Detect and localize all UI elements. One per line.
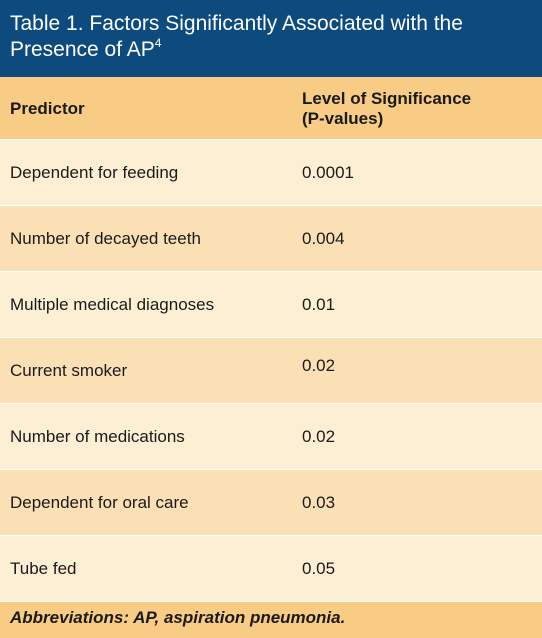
row-predictor: Number of medications (10, 426, 185, 446)
table-row: Dependent for feeding 0.0001 (0, 139, 542, 205)
table-row: Dependent for oral care 0.03 (0, 469, 542, 535)
row-p-value: 0.02 (302, 356, 336, 375)
row-predictor: Multiple medical diagnoses (10, 294, 215, 314)
table-footnote: Abbreviations: AP, aspiration pneumonia. (0, 601, 542, 638)
table-title: Table 1. Factors Significantly Associate… (0, 0, 542, 77)
row-p-value: 0.0001 (302, 162, 354, 182)
table-row: Current smoker 0.02 (0, 337, 542, 403)
row-p-value: 0.03 (302, 492, 336, 512)
header-significance-line2: (P-values) (302, 109, 384, 128)
row-p-value: 0.02 (302, 426, 336, 446)
table-title-text: Table 1. Factors Significantly Associate… (10, 12, 463, 61)
row-p-value: 0.05 (302, 558, 336, 578)
table-row: Number of medications 0.02 (0, 403, 542, 469)
table-row: Tube fed 0.05 (0, 535, 542, 601)
row-p-value: 0.01 (302, 294, 336, 314)
table-row: Number of decayed teeth 0.004 (0, 205, 542, 271)
row-p-value: 0.004 (302, 228, 345, 248)
header-significance-line1: Level of Significance (302, 89, 472, 108)
row-predictor: Dependent for feeding (10, 162, 179, 182)
header-predictor: Predictor (10, 99, 85, 118)
row-predictor: Dependent for oral care (10, 492, 189, 512)
row-predictor: Current smoker (10, 360, 128, 380)
header-significance: Level of Significance (P-values) (302, 89, 542, 129)
row-predictor: Number of decayed teeth (10, 228, 201, 248)
title-superscript: 4 (154, 36, 162, 50)
row-predictor: Tube fed (10, 558, 77, 578)
table-header-row: Predictor Level of Significance (P-value… (0, 77, 542, 139)
table-row: Multiple medical diagnoses 0.01 (0, 271, 542, 337)
